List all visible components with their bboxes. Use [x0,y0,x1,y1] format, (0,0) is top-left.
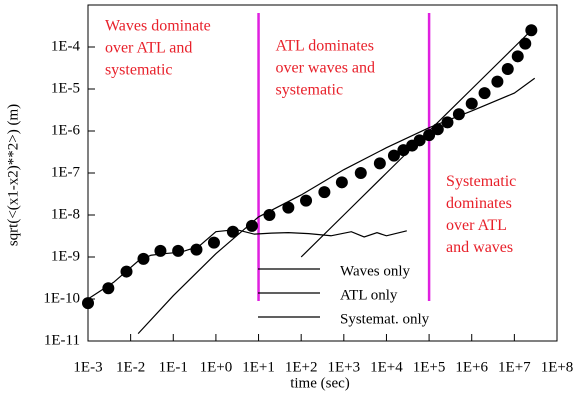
series-line [300,29,532,258]
data-point [82,297,94,310]
y-tick-label: 1E-9 [51,248,80,264]
annotation: ATL dominates [276,38,375,55]
x-axis-label: time (sec) [290,375,350,391]
data-point [263,209,276,221]
x-tick-label: 1E+1 [242,359,275,375]
annotation: Waves dominate [105,18,211,35]
data-point [318,186,331,199]
data-point [335,176,348,189]
y-tick-label: 1E-7 [51,164,81,180]
data-point [501,62,514,75]
y-axis-label: sqrt(<(x1-x2)**2>) (m) [5,104,21,246]
x-tick-label: 1E+8 [541,359,573,375]
x-tick-label: 1E-1 [159,359,188,375]
data-point [102,282,115,295]
data-point [519,37,532,50]
data-point [354,167,367,179]
y-tick-label: 1E-10 [43,290,80,306]
data-point [431,123,444,136]
y-tick-label: 1E-11 [44,332,80,348]
data-point [387,149,400,162]
x-tick-label: 1E+4 [370,359,403,375]
series-line [137,77,536,335]
x-tick-label: 1E+0 [200,359,233,375]
series-line [87,228,407,300]
legend-label: ATL only [340,287,398,303]
annotation: Systematic [446,173,516,190]
y-tick-label: 1E-6 [51,122,81,138]
x-tick-label: 1E+6 [455,359,488,375]
x-tick-label: 1E+5 [413,359,446,375]
legend-label: Waves only [340,263,411,279]
annotation: over ATL and [105,40,192,57]
data-point [300,194,313,207]
y-tick-label: 1E-4 [51,38,81,54]
x-tick-label: 1E+7 [498,359,531,375]
annotation: over ATL [446,217,507,234]
data-point [478,87,491,100]
data-point [207,236,220,249]
data-point [282,201,295,214]
data-point [465,97,478,110]
annotation: systematic [276,82,344,99]
y-tick-label: 1E-8 [51,206,80,222]
x-tick-label: 1E+2 [285,359,318,375]
legend-label: Systemat. only [340,311,430,327]
x-tick-label: 1E+3 [328,359,361,375]
x-tick-label: 1E-2 [116,359,145,375]
data-point [226,225,239,238]
annotation: systematic [105,62,173,79]
annotation: over waves and [276,60,376,77]
annotation: and waves [446,239,513,256]
data-point [511,50,524,63]
y-tick-label: 1E-5 [51,80,80,96]
data-point [491,75,504,88]
data-point [373,157,386,170]
data-point [172,244,185,257]
annotation: dominates [446,195,512,212]
data-point [423,129,436,142]
data-point [245,219,258,232]
x-tick-label: 1E-3 [73,359,102,375]
